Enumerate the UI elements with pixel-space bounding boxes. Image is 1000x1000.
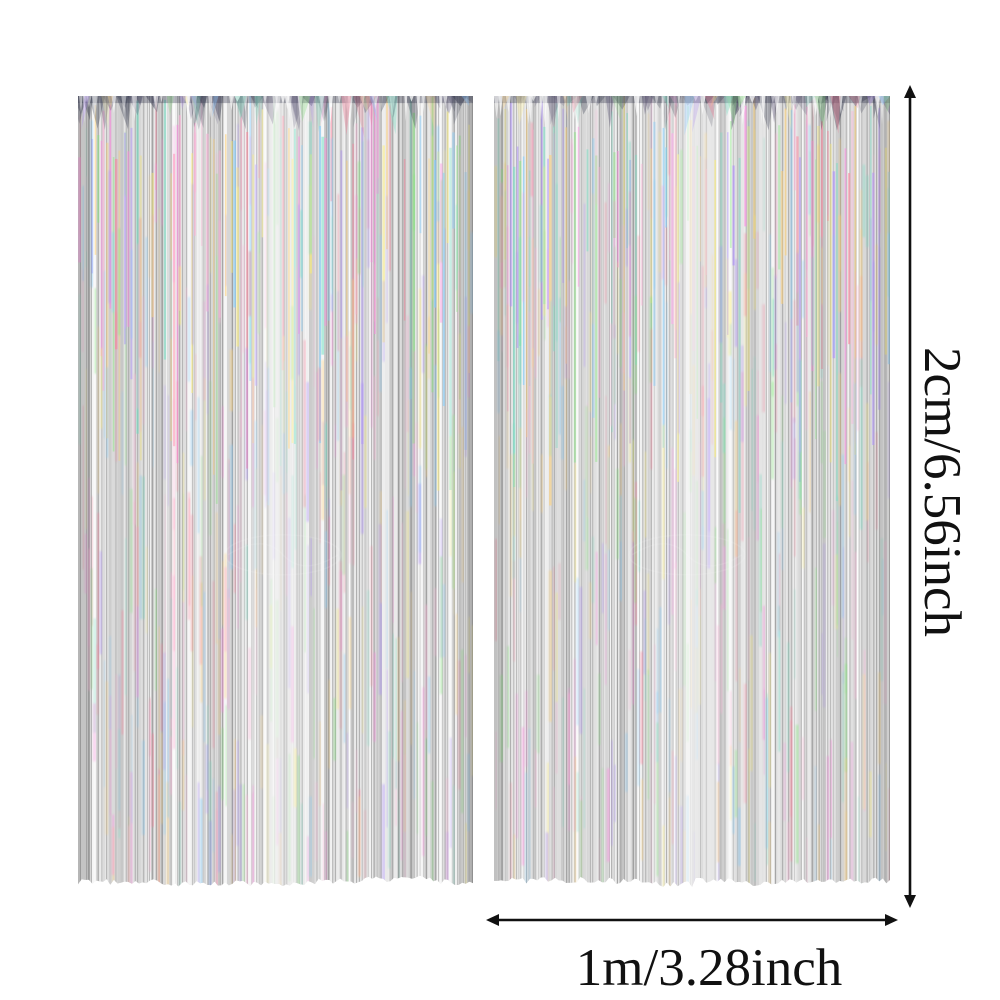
svg-text:1m/3.28inch: 1m/3.28inch <box>576 939 842 997</box>
svg-text:2cm/6.56inch: 2cm/6.56inch <box>913 347 971 637</box>
